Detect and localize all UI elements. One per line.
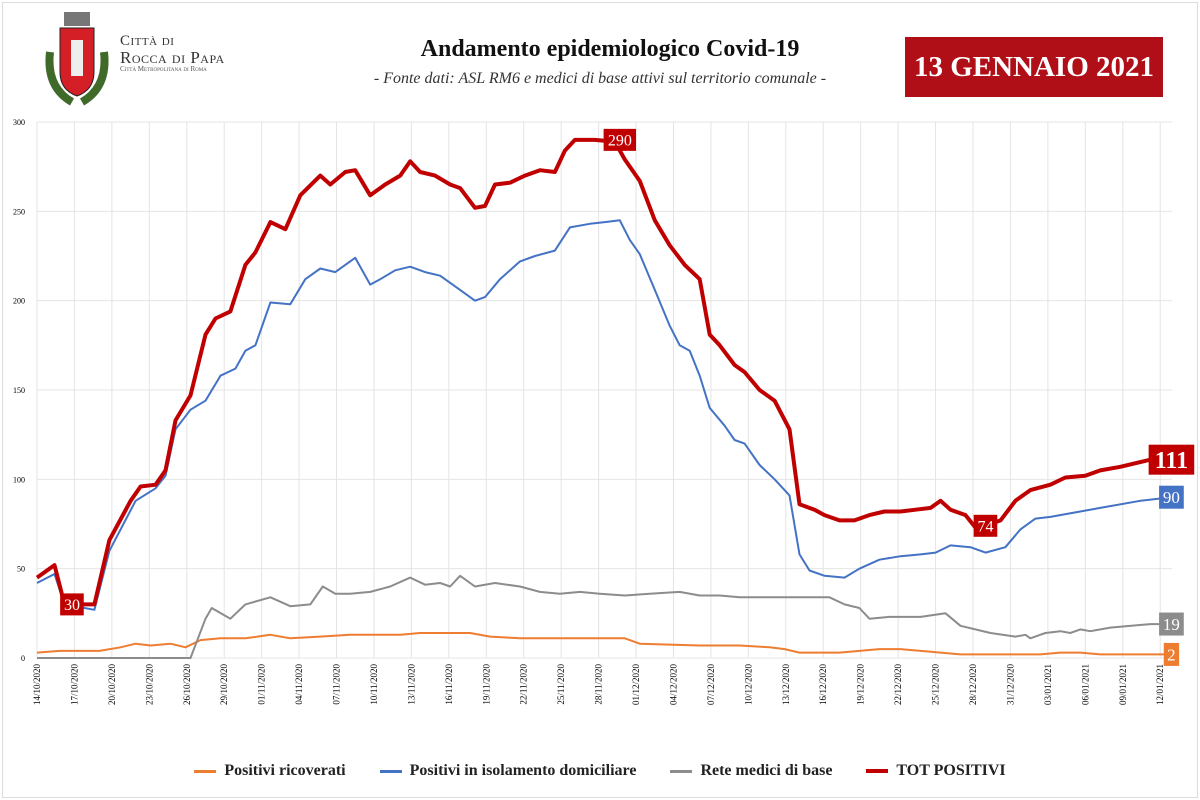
x-tick-label: 10/12/2020 — [743, 664, 753, 706]
x-tick-label: 19/12/2020 — [856, 664, 866, 706]
legend-item: TOT POSITIVI — [866, 762, 1006, 780]
y-tick-label: 50 — [17, 565, 25, 574]
end-label: 2 — [1167, 645, 1176, 664]
y-tick-label: 150 — [13, 386, 25, 395]
legend-swatch — [379, 769, 402, 773]
data-label-box — [603, 128, 637, 151]
x-tick-label: 04/12/2020 — [668, 664, 678, 706]
end-label: 111 — [1155, 448, 1188, 474]
series-line-positivi-in-isolamento-domiciliare — [36, 219, 1172, 611]
series-line-rete-medici-di-base — [37, 574, 1172, 659]
x-tick-label: 31/12/2020 — [1005, 664, 1015, 706]
x-tick-label: 01/11/2020 — [257, 664, 267, 705]
data-label: 74 — [977, 518, 993, 535]
end-label: 19 — [1163, 615, 1180, 634]
data-label-box — [60, 593, 84, 616]
town-line1: Città di — [120, 33, 175, 49]
data-label: 30 — [64, 597, 80, 614]
x-tick-label: 13/12/2020 — [781, 664, 791, 706]
x-tick-label: 13/11/2020 — [406, 664, 416, 705]
y-tick-label: 300 — [13, 118, 25, 127]
legend-item: Positivi in isolamento domiciliare — [379, 762, 637, 780]
x-tick-label: 28/11/2020 — [594, 664, 604, 705]
legend-item: Rete medici di base — [670, 762, 832, 780]
x-tick-label: 12/01/2021 — [1155, 664, 1165, 705]
data-label-box — [973, 514, 998, 537]
x-tick-label: 23/10/2020 — [144, 664, 154, 706]
x-tick-label: 28/12/2020 — [968, 664, 978, 706]
chart-subtitle: - Fonte dati: ASL RM6 e medici di base a… — [373, 70, 827, 87]
x-tick-label: 07/12/2020 — [706, 664, 716, 706]
x-tick-label: 10/11/2020 — [369, 664, 379, 705]
town-name: Città di Rocca di Papa Città Metropolita… — [120, 34, 225, 73]
town-line3: Città Metropolitana di Roma — [120, 65, 207, 73]
coat-of-arms-logo — [45, 12, 109, 106]
x-tick-label: 09/01/2021 — [1118, 664, 1128, 705]
legend-label: TOT POSITIVI — [896, 762, 1006, 779]
legend-label: Positivi in isolamento domiciliare — [409, 762, 637, 779]
y-tick-label: 0 — [21, 654, 25, 663]
x-tick-label: 04/11/2020 — [294, 664, 304, 705]
end-label-box — [1148, 444, 1195, 475]
x-tick-label: 16/11/2020 — [444, 664, 454, 705]
legend-swatch — [866, 769, 889, 773]
x-tick-label: 22/12/2020 — [893, 664, 903, 706]
legend-swatch — [194, 769, 217, 773]
legend-item: Positivi ricoverati — [194, 762, 346, 780]
end-label-box — [1163, 642, 1180, 666]
x-tick-label: 14/10/2020 — [32, 664, 42, 706]
series-line-positivi-ricoverati — [36, 632, 1172, 656]
end-label-box — [1159, 612, 1184, 636]
y-tick-label: 100 — [13, 475, 25, 484]
legend: Positivi ricoverati Positivi in isolamen… — [0, 762, 1200, 780]
data-label: 290 — [608, 132, 632, 149]
end-label-box — [1159, 485, 1184, 509]
x-tick-label: 20/10/2020 — [107, 664, 117, 706]
town-line2: Rocca di Papa — [120, 48, 225, 67]
series-line-tot-positivi — [35, 137, 1172, 607]
x-tick-label: 25/11/2020 — [556, 664, 566, 705]
x-tick-label: 01/12/2020 — [631, 664, 641, 706]
x-tick-label: 17/10/2020 — [69, 664, 79, 706]
x-tick-label: 16/12/2020 — [818, 664, 828, 706]
chart-title: Andamento epidemiologico Covid-19 — [420, 36, 800, 62]
x-tick-label: 03/01/2021 — [1043, 664, 1053, 705]
x-tick-label: 06/01/2021 — [1080, 664, 1090, 705]
legend-swatch — [670, 769, 693, 773]
y-tick-label: 200 — [13, 297, 25, 306]
x-tick-label: 07/11/2020 — [332, 664, 342, 705]
end-label: 90 — [1163, 488, 1180, 507]
x-tick-label: 22/11/2020 — [519, 664, 529, 705]
legend-label: Positivi ricoverati — [224, 762, 346, 779]
x-tick-label: 19/11/2020 — [481, 664, 491, 705]
date-badge: 13 GENNAIO 2021 — [905, 37, 1163, 97]
x-tick-label: 26/10/2020 — [182, 664, 192, 706]
x-tick-label: 25/12/2020 — [931, 664, 941, 706]
y-tick-label: 250 — [13, 207, 25, 216]
legend-label: Rete medici di base — [700, 762, 833, 779]
x-tick-label: 29/10/2020 — [219, 664, 229, 706]
